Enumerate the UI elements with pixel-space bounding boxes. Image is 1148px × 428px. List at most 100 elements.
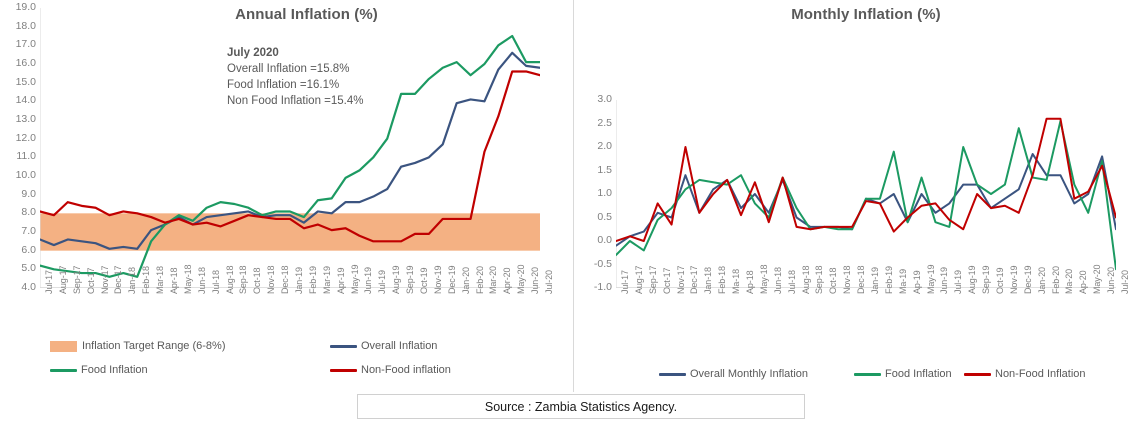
legend-label: Non-Food inflation bbox=[361, 364, 451, 376]
y-tick-label: 8.0 bbox=[21, 206, 36, 219]
x-tick-label: Jul-17 bbox=[44, 270, 54, 294]
legend-item[interactable]: Inflation Target Range (6-8%) bbox=[50, 340, 226, 352]
legend-line-swatch bbox=[330, 368, 357, 372]
x-tick-label: Jan-19 bbox=[294, 267, 304, 294]
x-tick-label: Feb-19 bbox=[883, 266, 894, 294]
annual-annotation-food: Food Inflation =16.1% bbox=[227, 79, 340, 91]
legend-line-swatch bbox=[854, 372, 881, 376]
x-tick-label: Ap-18 bbox=[745, 270, 755, 294]
x-tick-label: Nov-17 bbox=[99, 265, 110, 294]
legend-item[interactable]: Food Inflation bbox=[854, 368, 952, 380]
x-tick-label: May-20 bbox=[516, 264, 527, 294]
y-tick-label: 13.0 bbox=[15, 113, 36, 125]
y-tick-label: 6.0 bbox=[21, 243, 36, 256]
x-tick-label: Nov-18 bbox=[842, 265, 853, 294]
monthly-chart-title: Monthly Inflation (%) bbox=[791, 6, 941, 23]
y-tick-label: 15.0 bbox=[15, 75, 36, 88]
y-tick-label: 4.0 bbox=[21, 281, 36, 293]
x-tick-label: Sep-17 bbox=[647, 265, 658, 294]
x-tick-label: Nov-18 bbox=[266, 265, 277, 294]
legend-item[interactable]: Overall Monthly Inflation bbox=[659, 368, 808, 380]
annual-chart-title: Annual Inflation (%) bbox=[235, 6, 378, 23]
x-tick-label: Sep-17 bbox=[71, 265, 82, 294]
x-tick-label: Aug-18 bbox=[224, 265, 235, 294]
y-tick-label: 10.0 bbox=[15, 169, 36, 181]
x-tick-label: Jun-19 bbox=[939, 267, 950, 294]
legend-label: Non-Food Inflation bbox=[995, 368, 1086, 380]
x-tick-label: Oct-18 bbox=[252, 267, 263, 294]
x-tick-label: Jul-19 bbox=[377, 270, 388, 294]
x-tick-label: Jan-19 bbox=[870, 267, 880, 294]
x-tick-label: May-19 bbox=[349, 264, 360, 294]
x-tick-label: May-18 bbox=[758, 264, 769, 294]
x-tick-label: Dec-18 bbox=[856, 265, 867, 294]
x-tick-label: Jan-20 bbox=[460, 267, 471, 294]
legend-item[interactable]: Non-Food inflation bbox=[330, 364, 451, 376]
x-tick-label: Nov-17 bbox=[675, 265, 686, 294]
x-tick-label: Jun-20 bbox=[1106, 267, 1117, 294]
x-tick-label: Ap-20 bbox=[1078, 270, 1089, 294]
x-tick-label: Aug-19 bbox=[967, 265, 978, 294]
x-tick-label: Ma-20 bbox=[1064, 268, 1075, 294]
legend-item[interactable]: Non-Food Inflation bbox=[964, 368, 1086, 380]
x-tick-label: Jul-20 bbox=[1120, 270, 1130, 294]
series-line-non-food-inflation bbox=[40, 70, 540, 243]
x-tick-label: Jan-20 bbox=[1036, 267, 1047, 294]
x-tick-label: Oct-19 bbox=[995, 267, 1005, 294]
y-tick-label: 17.0 bbox=[15, 38, 36, 51]
legend-line-swatch bbox=[964, 372, 991, 376]
x-tick-label: Aug-18 bbox=[800, 265, 811, 294]
x-tick-label: Jun-20 bbox=[530, 267, 541, 294]
x-tick-label: Jun-18 bbox=[196, 267, 207, 294]
monthly-inflation-panel: Monthly Inflation (%) July 2020 Overall … bbox=[574, 0, 1148, 392]
y-tick-label: 9.0 bbox=[21, 187, 36, 200]
x-tick-label: Mar-18 bbox=[155, 266, 166, 294]
x-tick-label: Dec-19 bbox=[446, 265, 457, 294]
x-tick-label: Jul-18 bbox=[786, 270, 797, 294]
x-tick-label: Apr-20 bbox=[502, 267, 513, 294]
y-tick-label: 19.0 bbox=[15, 1, 36, 13]
y-tick-label: 5.0 bbox=[21, 262, 36, 275]
x-tick-label: Aug-17 bbox=[57, 265, 68, 294]
legend-label: Overall Inflation bbox=[361, 340, 438, 352]
legend-line-swatch bbox=[330, 344, 357, 348]
x-tick-label: Feb-18 bbox=[717, 266, 728, 294]
monthly-inflation-svg bbox=[616, 100, 1116, 288]
x-tick-label: Oct-19 bbox=[419, 267, 429, 294]
legend-line-swatch bbox=[659, 372, 686, 376]
x-tick-label: Ap-19 bbox=[911, 270, 922, 294]
x-tick-label: Apr-18 bbox=[169, 267, 179, 294]
legend-label: Food Inflation bbox=[81, 364, 148, 376]
x-tick-label: Dec-17 bbox=[113, 265, 124, 294]
y-tick-label: -1.0 bbox=[593, 281, 612, 293]
annual-annotation-overall: Overall Inflation =15.8% bbox=[227, 63, 350, 75]
x-tick-label: Mar-19 bbox=[321, 266, 332, 294]
legend-label: Food Inflation bbox=[885, 368, 952, 380]
x-tick-label: Feb-18 bbox=[141, 266, 152, 294]
legend-label: Overall Monthly Inflation bbox=[690, 368, 808, 380]
x-tick-label: Feb-20 bbox=[474, 266, 485, 294]
x-tick-label: Jan-18 bbox=[703, 267, 714, 294]
x-tick-label: Jun-18 bbox=[772, 267, 783, 294]
x-tick-label: Jan-18 bbox=[127, 267, 138, 294]
y-tick-label: 11.0 bbox=[16, 150, 36, 163]
legend-item[interactable]: Food Inflation bbox=[50, 364, 148, 376]
x-tick-label: Dec-19 bbox=[1022, 265, 1033, 294]
x-tick-label: Dec-18 bbox=[280, 265, 291, 294]
annual-annotation-head: July 2020 bbox=[227, 47, 279, 59]
y-tick-label: 7.0 bbox=[21, 225, 36, 237]
y-tick-label: 16.0 bbox=[15, 57, 36, 69]
annual-inflation-panel: Annual Inflation (%) July 2020 Overall I… bbox=[0, 0, 574, 392]
x-tick-label: Sep-19 bbox=[405, 265, 416, 294]
x-tick-label: Dec-17 bbox=[689, 265, 700, 294]
x-tick-label: Jun-19 bbox=[363, 267, 374, 294]
legend-item[interactable]: Overall Inflation bbox=[330, 340, 437, 352]
source-text: Source : Zambia Statistics Agency. bbox=[484, 399, 678, 414]
y-tick-label: 0.5 bbox=[597, 210, 612, 223]
x-tick-label: Sep-18 bbox=[814, 265, 825, 294]
x-tick-label: Aug-17 bbox=[633, 265, 644, 294]
series-line-overall-inflation bbox=[40, 51, 540, 250]
y-tick-label: 3.0 bbox=[597, 93, 612, 105]
x-tick-label: Sep-18 bbox=[238, 265, 249, 294]
